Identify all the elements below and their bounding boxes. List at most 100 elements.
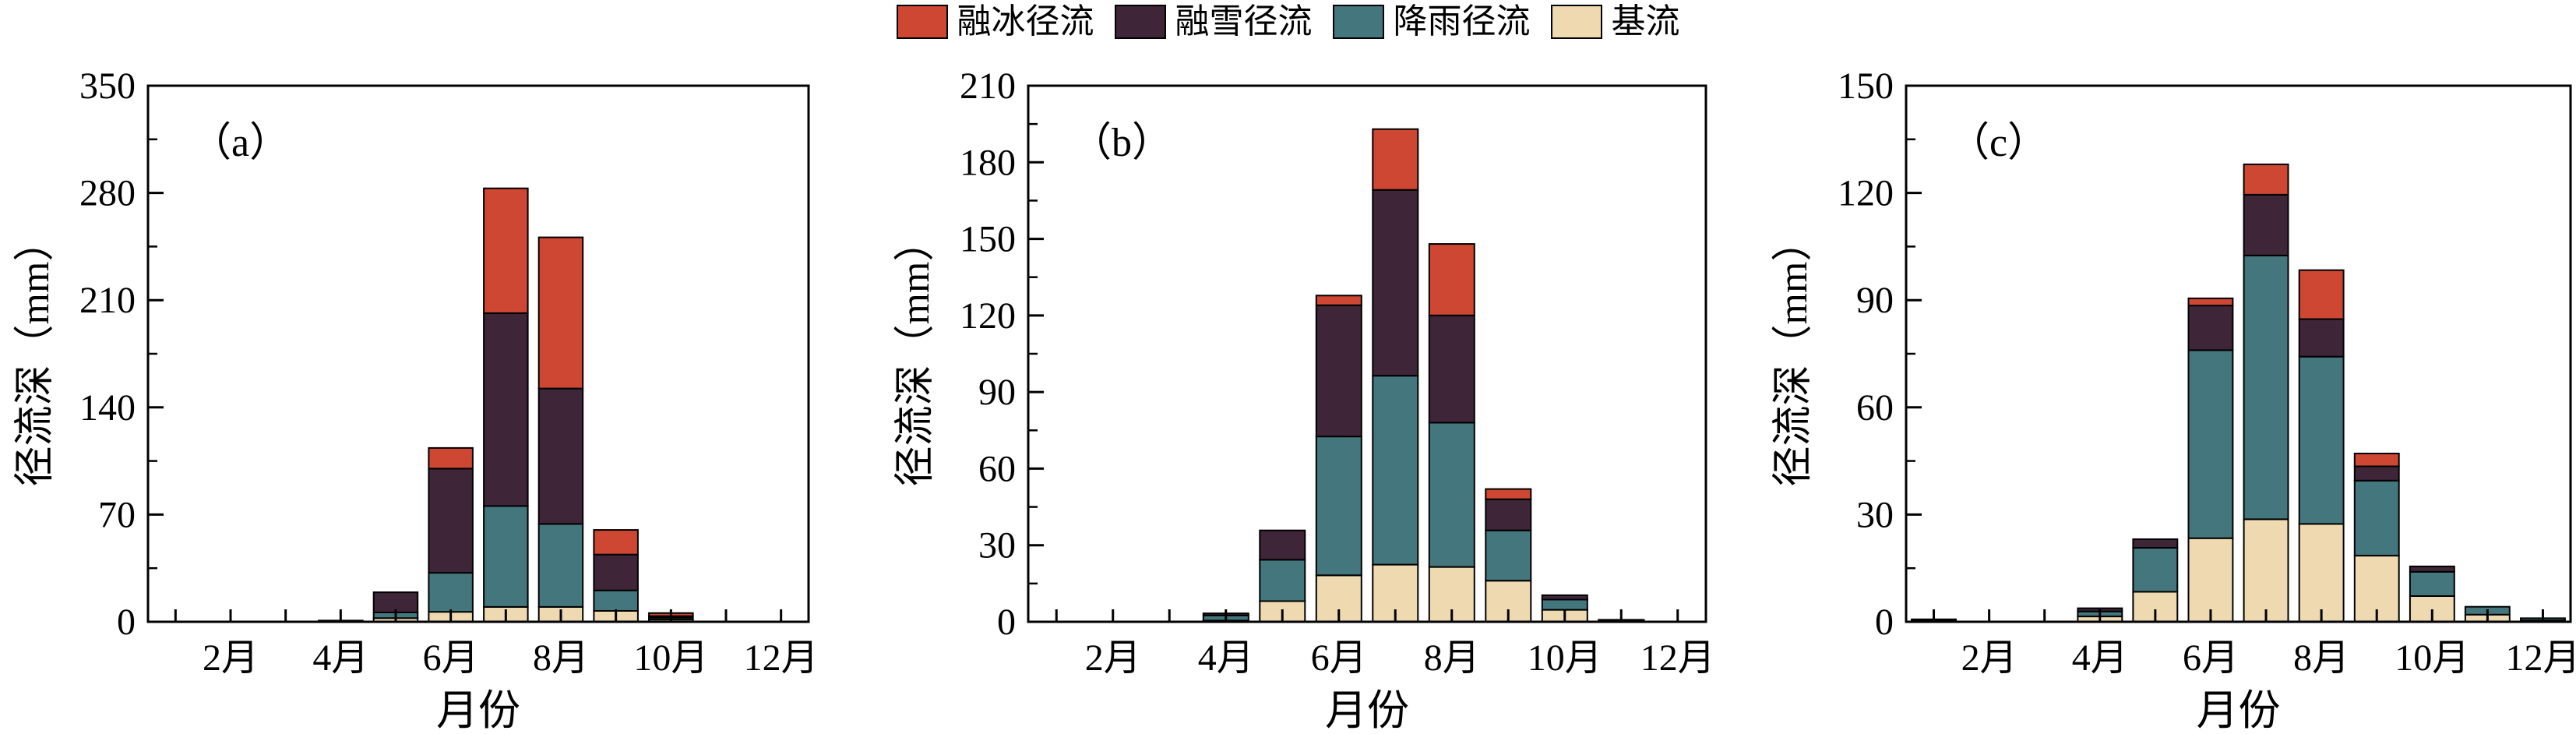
bar-segment-降雨径流-month-10 <box>2409 570 2455 597</box>
bar-segment-降雨径流-month-9 <box>1485 529 1532 582</box>
x-axis-title: 月份 <box>436 687 520 734</box>
y-tick-label: 60 <box>1856 387 1894 429</box>
bar-segment-融冰径流-month-6 <box>1315 295 1362 306</box>
x-axis-title: 月份 <box>1325 687 1409 734</box>
bar-segment-基流-month-6 <box>2187 537 2234 623</box>
y-tick-label: 120 <box>960 295 1016 337</box>
x-tick-label: 2月 <box>1085 637 1141 679</box>
bar-segment-融冰径流-month-8 <box>2298 269 2345 320</box>
bar-segment-融雪径流-month-10 <box>2409 565 2455 573</box>
bar-segment-融冰径流-month-9 <box>2353 453 2400 468</box>
x-tick-label: 8月 <box>2293 637 2349 679</box>
plot-frame <box>1027 84 1707 623</box>
x-tick-label: 10月 <box>1528 637 1602 679</box>
x-tick-label: 12月 <box>744 637 819 679</box>
bar-segment-融雪径流-month-7 <box>2243 193 2289 256</box>
y-tick-label: 180 <box>960 142 1016 183</box>
y-tick-label: 140 <box>79 387 136 429</box>
x-tick-label: 12月 <box>1640 637 1714 679</box>
chart-panel-b: 0 30 60 90 120 150 180 210 2月 4月 6月 8月 10月 12月 （b） 径流深（… <box>893 65 1714 734</box>
bar-segment-降雨径流-month-5 <box>1259 559 1306 602</box>
y-axis-title: 径流深（mm） <box>893 221 938 487</box>
bar-segment-降雨径流-month-9 <box>593 589 639 612</box>
bar-segment-降雨径流-month-6 <box>2187 349 2234 539</box>
bar-segment-融冰径流-month-8 <box>1428 243 1475 316</box>
bar-segment-融雪径流-month-10 <box>1541 594 1588 601</box>
bar-segment-降雨径流-month-8 <box>2298 355 2345 525</box>
bar-segment-降雨径流-month-8 <box>1428 422 1475 568</box>
legend-item-snowmelt-runoff: 融雪径流 <box>1114 2 1313 41</box>
bar-segment-融冰径流-month-9 <box>593 529 639 556</box>
x-tick-label: 2月 <box>203 637 259 679</box>
y-tick-label: 150 <box>1838 65 1894 107</box>
bar-segment-融冰径流-month-7 <box>483 187 529 314</box>
bar-segment-融雪径流-month-9 <box>2353 465 2400 482</box>
plot-frame <box>146 84 810 623</box>
bar-segment-降雨径流-month-7 <box>483 505 529 608</box>
bar-segment-融冰径流-month-7 <box>1372 128 1419 191</box>
x-tick-label: 10月 <box>2395 637 2469 679</box>
y-tick-label: 30 <box>978 525 1016 566</box>
bar-segment-融雪径流-month-8 <box>1428 314 1475 424</box>
legend-label: 融冰径流 <box>957 2 1094 41</box>
chart-legend: 融冰径流 融雪径流 降雨径流 基流 <box>0 0 2576 44</box>
bar-segment-降雨径流-month-7 <box>2243 254 2289 521</box>
x-tick-label: 6月 <box>1311 637 1367 679</box>
bar-segment-融雪径流-month-5 <box>1259 529 1306 561</box>
bar-segment-融雪径流-month-9 <box>1485 498 1532 531</box>
ice-melt-swatch <box>896 5 948 39</box>
y-tick-label: 150 <box>960 219 1016 260</box>
bar-segment-融雪径流-month-6 <box>1315 304 1362 438</box>
x-tick-label: 10月 <box>633 637 708 679</box>
bar-segment-融雪径流-month-8 <box>2298 318 2345 358</box>
bar-segment-融雪径流-month-6 <box>428 468 474 574</box>
x-tick-label: 4月 <box>1198 637 1254 679</box>
snowmelt-swatch <box>1114 5 1166 39</box>
y-tick-label: 0 <box>1875 602 1894 643</box>
x-tick-label: 6月 <box>423 637 479 679</box>
panel-label: （c） <box>1949 121 2048 165</box>
x-tick-label: 2月 <box>1961 637 2017 679</box>
legend-label: 基流 <box>1611 2 1680 41</box>
legend-label: 融雪径流 <box>1175 2 1313 41</box>
x-tick-label: 4月 <box>312 637 368 679</box>
bar-segment-融冰径流-month-7 <box>2243 163 2289 196</box>
bar-segment-降雨径流-month-8 <box>537 523 584 608</box>
legend-item-rainfall-runoff: 降雨径流 <box>1332 5 1531 39</box>
bar-segment-融雪径流-month-6 <box>2187 305 2234 351</box>
x-tick-label: 8月 <box>1424 637 1480 679</box>
legend-item-ice-melt-runoff: 融冰径流 <box>896 2 1094 41</box>
bar-segment-降雨径流-month-7 <box>1372 375 1419 566</box>
y-tick-label: 210 <box>960 65 1016 107</box>
bar-segment-降雨径流-month-5 <box>2132 547 2179 593</box>
x-axis-title: 月份 <box>2197 687 2281 734</box>
bar-segment-基流-month-7 <box>2243 518 2289 623</box>
bar-segment-融雪径流-month-9 <box>593 553 639 591</box>
x-tick-label: 12月 <box>2505 637 2576 679</box>
y-tick-label: 60 <box>978 448 1016 489</box>
y-tick-label: 210 <box>79 280 136 321</box>
baseflow-swatch <box>1550 5 1602 39</box>
bar-segment-融雪径流-month-5 <box>2132 538 2179 549</box>
y-tick-label: 280 <box>79 173 136 214</box>
panel-label: （b） <box>1071 121 1172 165</box>
y-tick-label: 0 <box>997 602 1016 643</box>
y-tick-label: 30 <box>1856 494 1894 535</box>
panel-label: （a） <box>191 121 290 165</box>
y-axis-title: 径流深（mm） <box>1771 221 1816 487</box>
y-tick-label: 0 <box>117 602 136 643</box>
legend-item-baseflow: 基流 <box>1550 2 1680 41</box>
y-tick-label: 90 <box>978 372 1016 413</box>
y-tick-label: 90 <box>1856 280 1894 321</box>
bar-segment-融冰径流-month-8 <box>537 236 584 390</box>
x-tick-label: 6月 <box>2183 637 2239 679</box>
bar-segment-融冰径流-month-6 <box>428 446 474 470</box>
bar-segment-降雨径流-month-6 <box>428 572 474 613</box>
bar-segment-融冰径流-month-6 <box>2187 297 2234 307</box>
bar-segment-融雪径流-month-7 <box>1372 189 1419 377</box>
rainfall-swatch <box>1332 5 1384 39</box>
y-tick-label: 120 <box>1838 173 1894 214</box>
chart-panel-c: 0 30 60 90 120 150 2月 4月 6月 8月 10月 12月 （c） 径流深（mm） 月份 <box>1771 65 2576 734</box>
x-tick-label: 8月 <box>533 637 589 679</box>
